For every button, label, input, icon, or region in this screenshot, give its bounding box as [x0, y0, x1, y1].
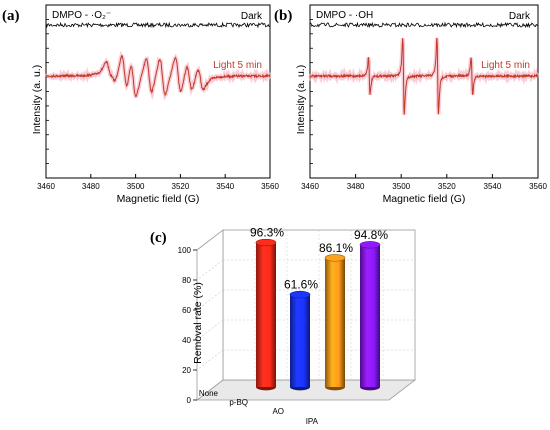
panel-label: (a)	[2, 8, 20, 24]
x-tick-label: 3520	[172, 182, 190, 191]
series-light-line	[309, 37, 539, 115]
series-dark-label: Dark	[241, 11, 263, 22]
bar-value-label: 61.6%	[284, 278, 318, 292]
bar-body	[360, 244, 380, 387]
bar-body	[256, 242, 276, 387]
series-light-label: Light 5 min	[481, 60, 530, 71]
y-tick-label: 0	[187, 396, 192, 405]
bar-none	[255, 238, 277, 391]
series-light-label: Light 5 min	[213, 60, 262, 71]
bar-ao	[324, 254, 346, 391]
gridline	[196, 349, 224, 371]
gridline	[196, 319, 224, 341]
x-tick-label: 3460	[301, 182, 319, 191]
gridline	[196, 289, 224, 311]
bar-p-bq	[289, 290, 311, 391]
series-light-line	[45, 54, 271, 97]
panel-label: (b)	[274, 8, 292, 24]
x-tick-label: 3540	[484, 182, 502, 191]
x-axis-title: Magnetic field (G)	[383, 193, 466, 205]
x-tick-label: 3540	[216, 182, 234, 191]
plot-frame	[45, 4, 271, 179]
x-tick-label: 3480	[82, 182, 100, 191]
bar-ipa	[359, 241, 381, 391]
series-dark-line	[309, 21, 539, 29]
x-category-label: p-BQ	[229, 398, 248, 407]
x-tick-label: 3500	[127, 182, 145, 191]
y-tick-label: 60	[182, 306, 191, 315]
y-axis-title: Removal rate (%)	[192, 282, 204, 364]
x-tick-label: 3560	[529, 182, 547, 191]
panel-c-removal-bar-chart: (c) 0 20 40 60 80 100 Removal rate (%) 96.3% 61.6…	[150, 226, 417, 426]
x-tick-label: 3460	[37, 182, 55, 191]
inset-title: DMPO - ·O₂⁻	[52, 10, 111, 21]
y-tick-label: 40	[182, 336, 191, 345]
bar-top	[255, 238, 277, 247]
bar-top	[324, 254, 346, 262]
x-tick-label: 3560	[261, 182, 279, 191]
y-tick-label: 20	[182, 366, 191, 375]
bar-top	[359, 241, 381, 249]
gridline	[196, 259, 224, 281]
y-tick-label: 80	[182, 276, 191, 285]
bar-value-label: 96.3%	[250, 226, 284, 240]
bar-body	[325, 257, 345, 387]
panel-label: (c)	[150, 230, 167, 246]
x-category-label: None	[199, 389, 219, 398]
series-dark-line	[45, 21, 271, 29]
x-category-label: AO	[272, 407, 284, 416]
x-tick-label: 3500	[392, 182, 410, 191]
x-category-label: IPA	[306, 417, 319, 426]
bar-top	[289, 290, 311, 299]
panel-b-epr-hydroxyl: (b) DMPO - ·OH 3460 3480 3500 3520 3540 3560 Mag…	[274, 4, 547, 205]
series-dark-label: Dark	[509, 11, 531, 22]
inset-title: DMPO - ·OH	[316, 10, 373, 21]
plot-frame	[309, 4, 539, 179]
x-tick-label: 3520	[438, 182, 456, 191]
bar-value-label: 94.8%	[354, 228, 388, 242]
y-axis-title: Intensity (a. u.)	[31, 65, 43, 134]
panel-a-epr-superoxide: (a) DMPO - ·O₂⁻ 3460 3480 3500 3520 3540 3560 Ma…	[2, 4, 279, 205]
x-axis-title: Magnetic field (G)	[117, 193, 200, 205]
bar-value-label: 86.1%	[319, 241, 353, 255]
y-axis-title: Intensity (a. u.)	[295, 65, 307, 134]
x-tick-label: 3480	[347, 182, 365, 191]
bar-body	[290, 294, 310, 387]
y-tick-label: 100	[178, 246, 192, 255]
